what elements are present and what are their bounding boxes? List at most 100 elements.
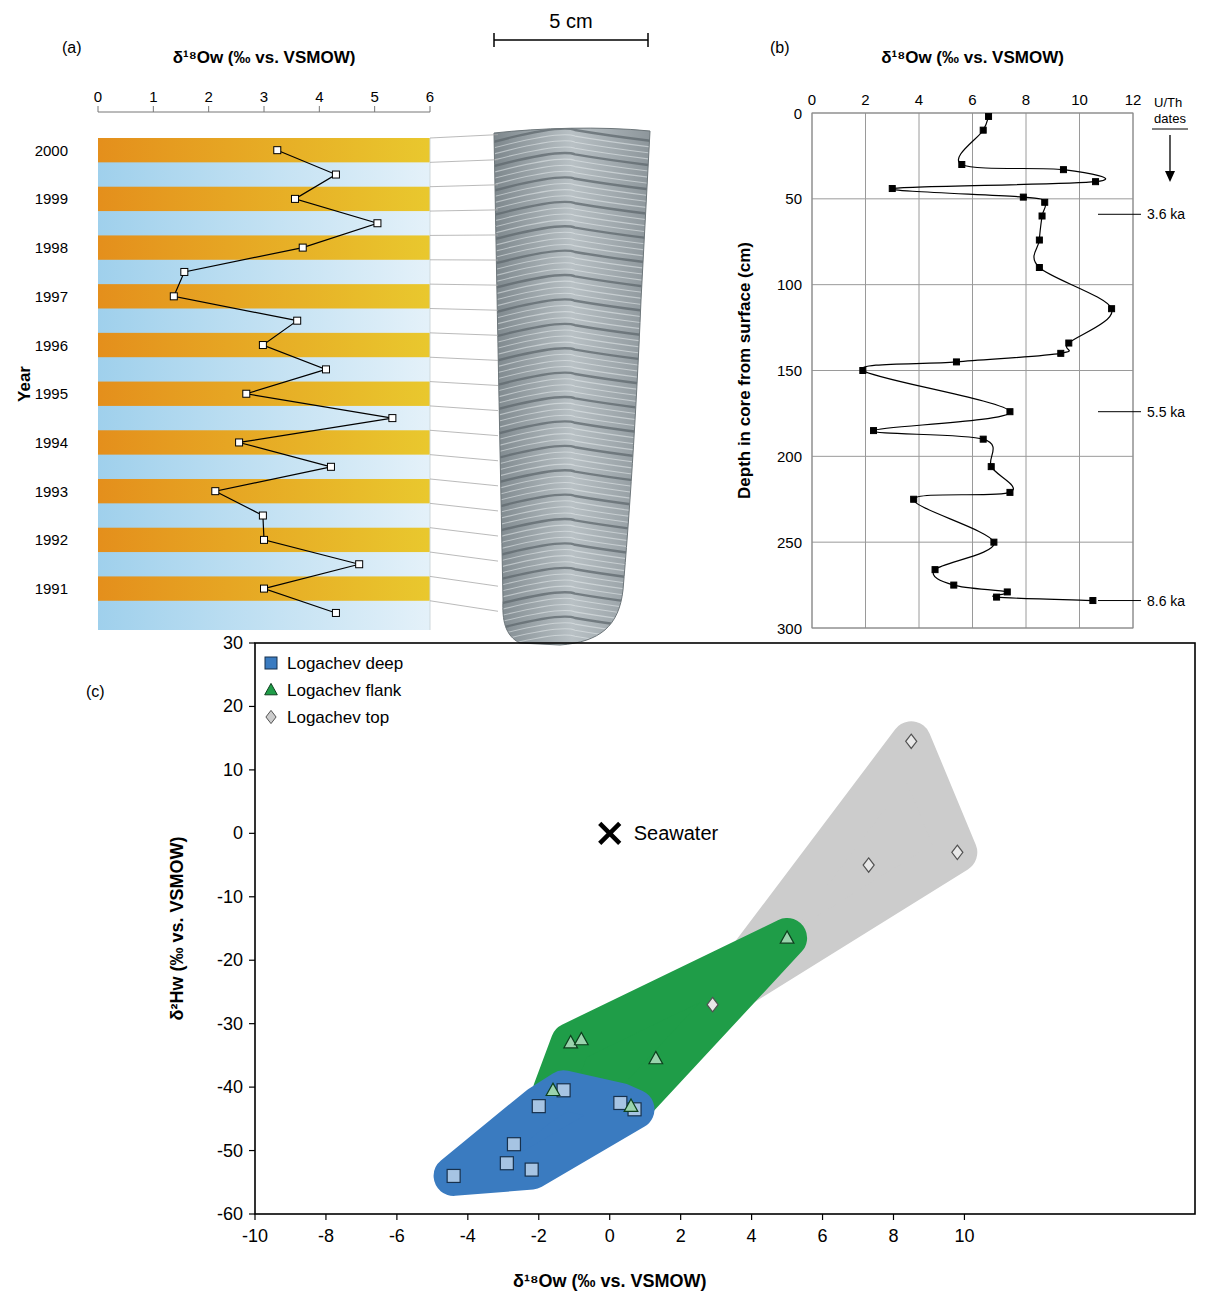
data-point [707, 997, 718, 1011]
y-grid-line [812, 542, 1133, 543]
y-tick-label: 1997 [35, 288, 68, 305]
y-tick-label: 250 [777, 534, 802, 551]
x-tick [325, 1214, 326, 1220]
y-tick-label: 300 [777, 620, 802, 637]
x-tick-label: -8 [318, 1226, 334, 1246]
legend-marker [265, 683, 278, 694]
x-tick-label: 6 [818, 1226, 828, 1246]
y-grid-line [812, 198, 1133, 199]
reference-label: Seawater [634, 822, 719, 844]
data-point [994, 594, 1000, 600]
band-connector [430, 601, 498, 612]
reference-point [600, 823, 620, 843]
x-tick-label: 3 [260, 88, 268, 105]
y-tick-label: 1996 [35, 337, 68, 354]
x-tick-label: 0 [808, 91, 816, 108]
data-point [906, 734, 917, 748]
data-point [1066, 340, 1072, 346]
data-point [261, 536, 268, 543]
data-point [1093, 179, 1099, 185]
date-label: 5.5 ka [1147, 404, 1185, 420]
scale-label: 5 cm [549, 10, 592, 32]
data-point [860, 368, 866, 374]
legend-marker [265, 657, 277, 669]
x-tick [680, 1214, 681, 1220]
data-point [911, 496, 917, 502]
y-tick-label: -30 [217, 1014, 243, 1034]
y-tick-label: 100 [777, 276, 802, 293]
coral-photo [485, 128, 660, 650]
data-point [649, 1051, 663, 1063]
x-tick [264, 106, 265, 112]
y-axis-title: Depth in core from surface (cm) [735, 242, 754, 499]
date-label: 3.6 ka [1147, 206, 1185, 222]
y-tick [249, 960, 255, 961]
y-tick-label: 1993 [35, 483, 68, 500]
data-point [507, 1138, 520, 1151]
band-background [98, 138, 430, 630]
coral-outline [494, 128, 650, 645]
data-point [1007, 489, 1013, 495]
band-connector [430, 210, 498, 211]
x-tick-label: 1 [149, 88, 157, 105]
band-connector [430, 160, 498, 163]
x-axis-title: δ¹⁸Ow (‰ vs. VSMOW) [173, 48, 356, 67]
annotation-arrow [1169, 135, 1170, 177]
year-band [98, 333, 430, 357]
data-point [356, 561, 363, 568]
x-tick-label: -2 [531, 1226, 547, 1246]
group-field [454, 1090, 635, 1176]
data-point [575, 1032, 589, 1044]
x-axis-title: δ¹⁸Ow (‰ vs. VSMOW) [881, 48, 1064, 67]
y-tick-label: 1995 [35, 385, 68, 402]
annotation-line: dates [1154, 111, 1186, 126]
data-point [780, 931, 794, 943]
annotation-header: U/Th dates [1154, 95, 1186, 126]
band-connector [430, 430, 498, 435]
data-point [170, 293, 177, 300]
band-connector [430, 406, 498, 411]
x-tick-label: -6 [389, 1226, 405, 1246]
data-point [953, 359, 959, 365]
band-connector [430, 284, 498, 285]
scale-bar-end [493, 33, 495, 47]
coral-growth-bands [485, 129, 660, 651]
y-grid-line [812, 284, 1133, 285]
data-point [181, 268, 188, 275]
plot-frame [255, 643, 1195, 1214]
data-point [951, 582, 957, 588]
year-band [98, 284, 430, 308]
data-point [1039, 213, 1045, 219]
data-point [932, 567, 938, 573]
x-tick-label: 5 [370, 88, 378, 105]
data-point [389, 415, 396, 422]
y-tick [249, 706, 255, 707]
y-tick-label: 0 [233, 823, 243, 843]
annotation-arrowhead [1165, 171, 1175, 182]
data-point [299, 244, 306, 251]
x-tick [374, 106, 375, 112]
data-point [1090, 598, 1096, 604]
data-point [332, 609, 339, 616]
band-connector [430, 185, 498, 187]
band-connector [430, 135, 498, 138]
y-tick [249, 769, 255, 770]
y-tick [249, 1150, 255, 1151]
data-point [1036, 237, 1042, 243]
x-tick [319, 106, 320, 112]
band-connector [430, 479, 498, 486]
data-point [212, 488, 219, 495]
x-tick-label: 2 [676, 1226, 686, 1246]
figure: (a)0123456200019991998199719961995199419… [0, 0, 1212, 1306]
x-tick-label: 10 [954, 1226, 974, 1246]
x-tick [208, 106, 209, 112]
data-point [332, 171, 339, 178]
plot-edge [430, 138, 431, 630]
x-tick [153, 106, 154, 112]
x-tick-label: 4 [915, 91, 923, 108]
y-tick [249, 642, 255, 643]
data-point [500, 1157, 513, 1170]
year-band [98, 576, 430, 600]
x-tick-label: 8 [888, 1226, 898, 1246]
data-point [986, 113, 992, 119]
